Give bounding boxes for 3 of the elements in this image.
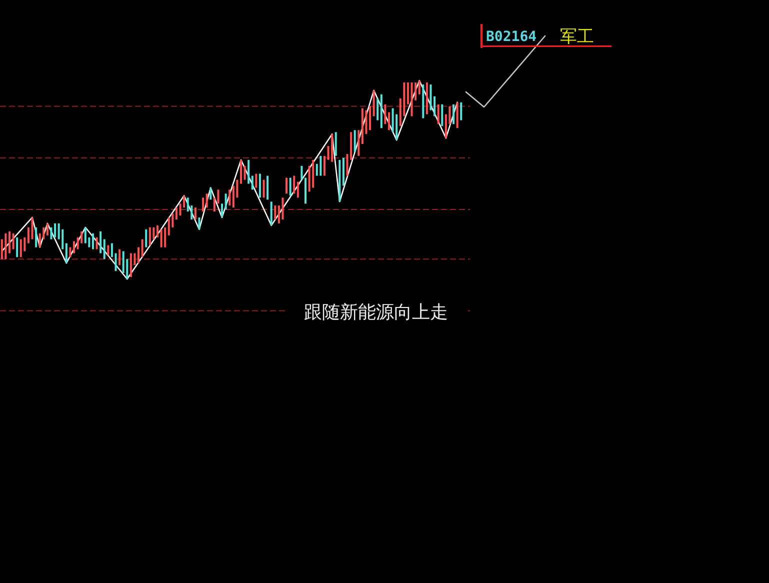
text: B02164	[486, 29, 537, 45]
text: 跟随新能源向上走	[304, 302, 448, 323]
text: 军工	[560, 27, 594, 47]
